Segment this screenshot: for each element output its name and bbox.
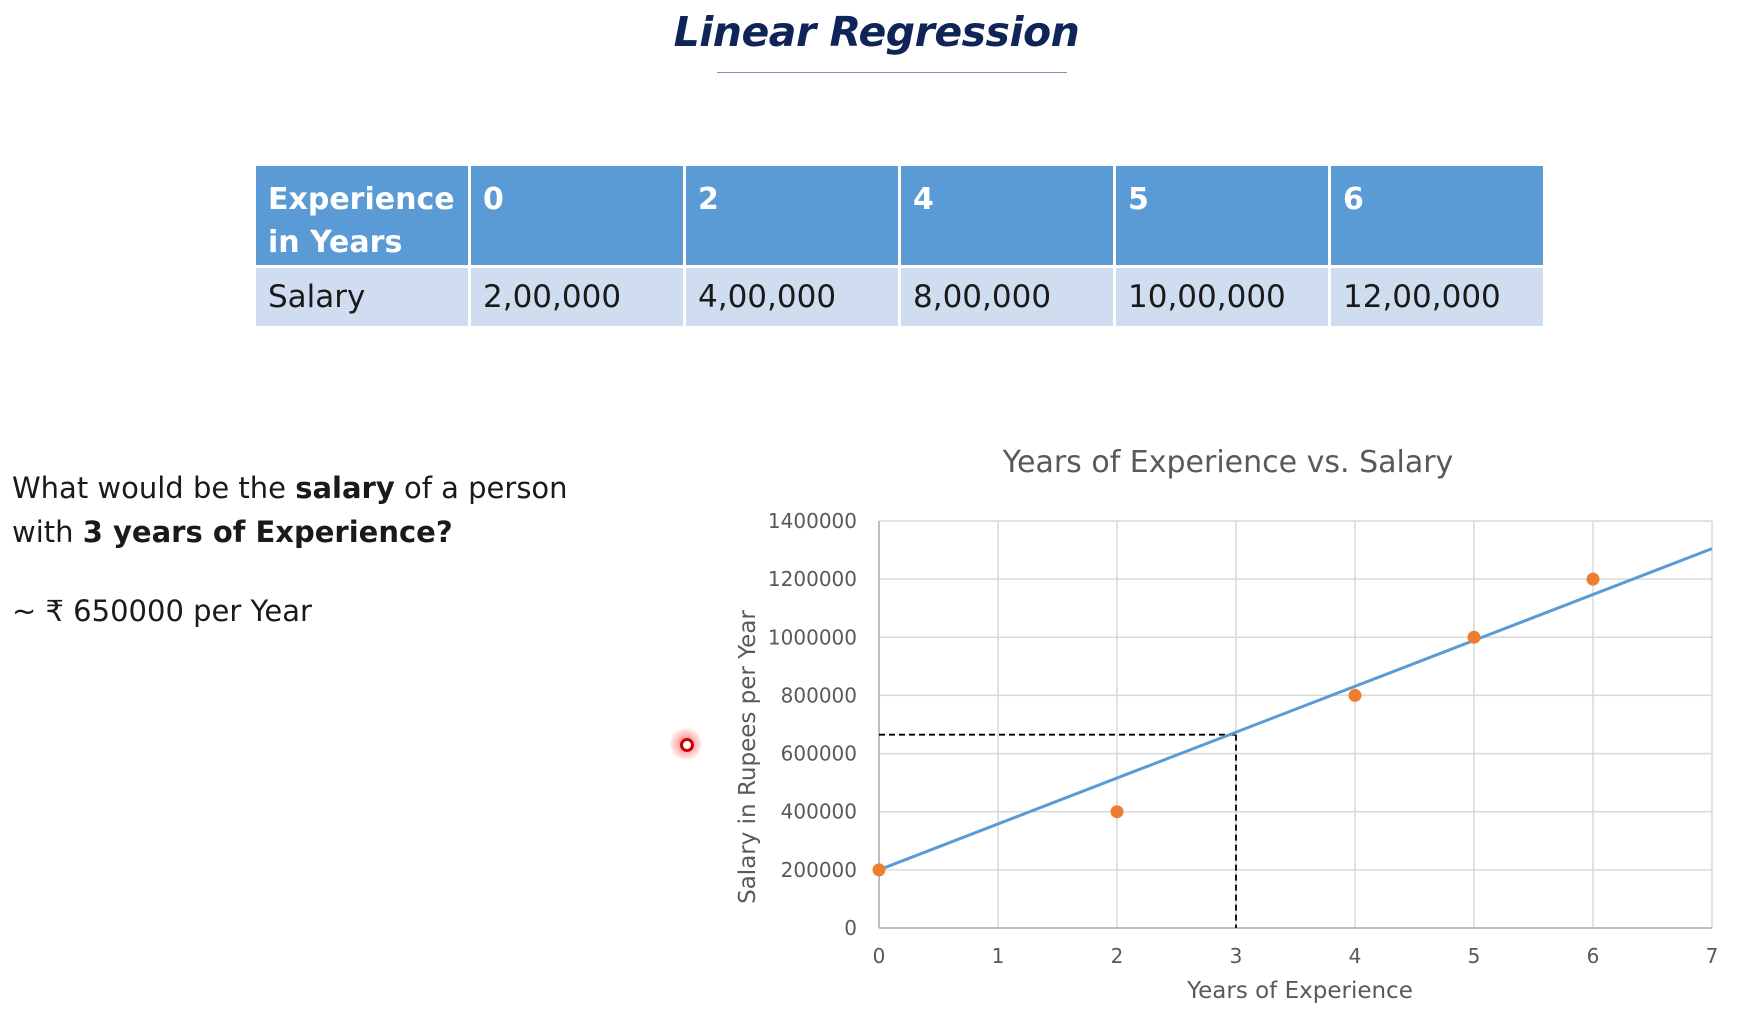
y-axis-label: Salary in Rupees per Year [735, 610, 761, 904]
chart-title: Years of Experience vs. Salary [1002, 445, 1454, 480]
x-tick-label: 5 [1468, 944, 1481, 968]
x-tick-label: 1 [992, 944, 1005, 968]
table-header-cell: 0 [468, 163, 686, 268]
x-axis-label: Years of Experience [1186, 978, 1413, 1004]
question-text: What would be the salary of a person wit… [12, 466, 612, 554]
table-cell: 8,00,000 [898, 265, 1116, 329]
trendline [878, 547, 1713, 872]
table-cell: 2,00,000 [468, 265, 686, 329]
x-tick-label: 3 [1230, 944, 1243, 968]
table-header-cell: 6 [1328, 163, 1546, 268]
data-point [1586, 572, 1600, 586]
y-tick-label: 1000000 [768, 625, 857, 649]
x-tick-label: 6 [1587, 944, 1600, 968]
table-row: Salary 2,00,000 4,00,000 8,00,000 10,00,… [253, 265, 1546, 329]
laser-pointer [670, 728, 702, 760]
title-underline [717, 72, 1067, 73]
y-tick-label: 600000 [781, 742, 857, 766]
x-axis-ticks: 0 1 2 3 4 5 6 7 [873, 944, 1719, 968]
chart-gridlines [878, 520, 1713, 929]
question-part-2: of a person with [12, 471, 568, 549]
answer-text: ~ ₹ 650000 per Year [12, 594, 312, 628]
table-header-cell: 4 [898, 163, 1116, 268]
table-header-cell: 2 [683, 163, 901, 268]
table-cell: 4,00,000 [683, 265, 901, 329]
y-tick-label: 800000 [781, 683, 857, 707]
table-cell: 12,00,000 [1328, 265, 1546, 329]
x-tick-label: 0 [873, 944, 886, 968]
table-header-label: Experience in Years [253, 163, 471, 268]
table-row-label: Salary [253, 265, 471, 329]
table-header-cell: 5 [1113, 163, 1331, 268]
question-bold-experience: 3 years of Experience? [82, 515, 453, 549]
slide-title: Linear Regression [673, 8, 1080, 56]
table-header-row: Experience in Years 0 2 4 5 6 [253, 163, 1546, 268]
question-bold-salary: salary [295, 471, 395, 505]
y-tick-label: 1400000 [768, 509, 857, 533]
y-tick-label: 1200000 [768, 567, 857, 591]
x-tick-label: 4 [1349, 944, 1362, 968]
x-tick-label: 2 [1111, 944, 1124, 968]
y-axis-ticks: 0 200000 400000 600000 800000 1000000 1200000 1… [768, 509, 857, 940]
chart-guide-lines [879, 733, 1237, 928]
trendline-path [878, 547, 1713, 872]
data-point [1348, 688, 1362, 702]
y-tick-label: 400000 [781, 800, 857, 824]
data-point [1110, 805, 1124, 819]
data-point [872, 863, 886, 877]
data-points [872, 572, 1600, 877]
question-part-1: What would be the [12, 471, 296, 505]
y-tick-label: 0 [844, 916, 857, 940]
data-table: Experience in Years 0 2 4 5 6 Salary 2,0… [253, 163, 1546, 329]
x-tick-label: 7 [1706, 944, 1719, 968]
table-cell: 10,00,000 [1113, 265, 1331, 329]
y-tick-label: 200000 [781, 858, 857, 882]
data-point [1467, 630, 1481, 644]
